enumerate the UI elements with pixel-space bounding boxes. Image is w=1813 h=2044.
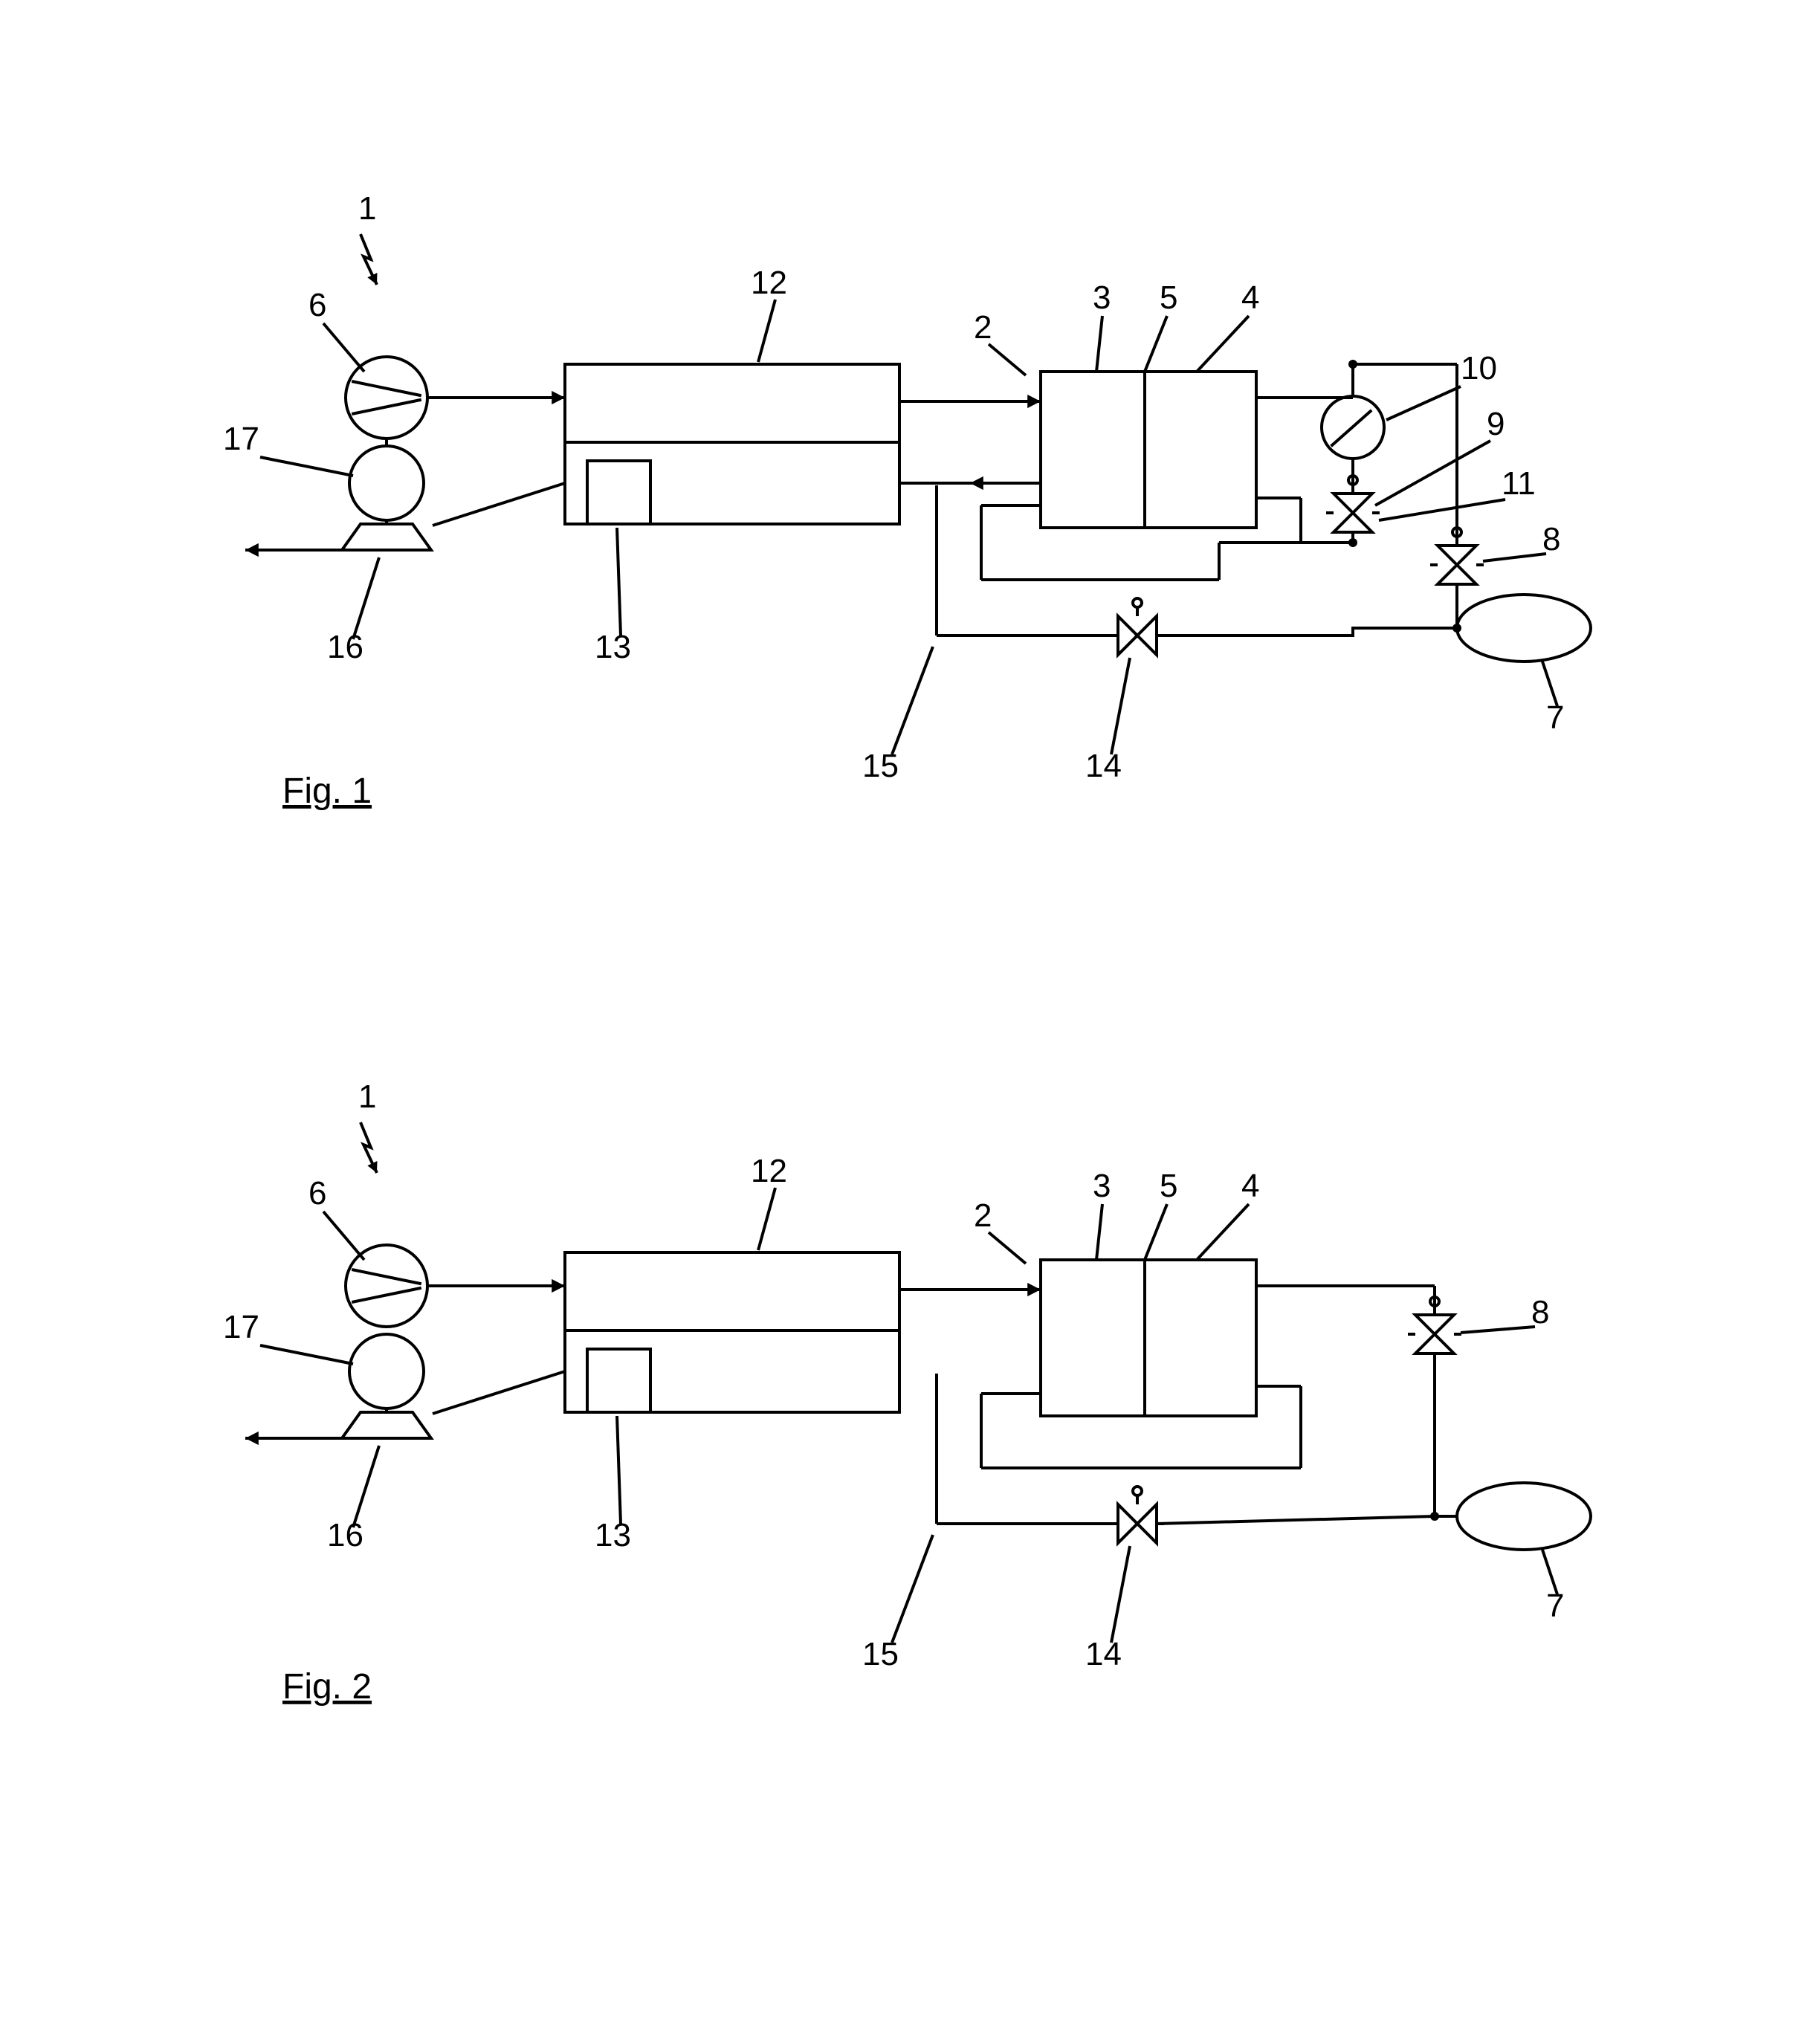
svg-text:13: 13 [595,1517,631,1553]
svg-text:12: 12 [751,265,787,301]
svg-text:12: 12 [751,1153,787,1189]
svg-text:7: 7 [1546,1588,1564,1624]
svg-text:14: 14 [1085,748,1122,784]
svg-text:11: 11 [1502,465,1536,502]
label-1: 1 [358,1078,376,1115]
svg-text:4: 4 [1241,279,1259,316]
svg-text:3: 3 [1093,1168,1111,1204]
label-1: 1 [358,190,376,227]
svg-text:8: 8 [1531,1294,1549,1330]
svg-text:14: 14 [1085,1636,1122,1672]
svg-text:7: 7 [1546,699,1564,736]
svg-text:13: 13 [595,629,631,665]
svg-text:2: 2 [974,1197,992,1234]
fig1: 1617161213235471415810911 [223,190,1591,784]
svg-text:17: 17 [223,421,259,457]
svg-text:17: 17 [223,1309,259,1345]
svg-text:5: 5 [1160,1168,1177,1204]
figure-caption: Fig. 2 [282,1667,372,1707]
svg-text:2: 2 [974,309,992,346]
svg-text:4: 4 [1241,1168,1259,1204]
svg-text:8: 8 [1542,521,1560,557]
svg-text:9: 9 [1487,406,1505,442]
svg-text:3: 3 [1093,279,1111,316]
fig2: 16171612132354714158 [223,1078,1591,1672]
svg-text:10: 10 [1461,350,1497,387]
svg-text:16: 16 [327,629,363,665]
svg-text:6: 6 [308,1175,326,1212]
figure-caption: Fig. 1 [282,772,372,811]
svg-text:6: 6 [308,287,326,323]
svg-text:16: 16 [327,1517,363,1553]
svg-text:5: 5 [1160,279,1177,316]
